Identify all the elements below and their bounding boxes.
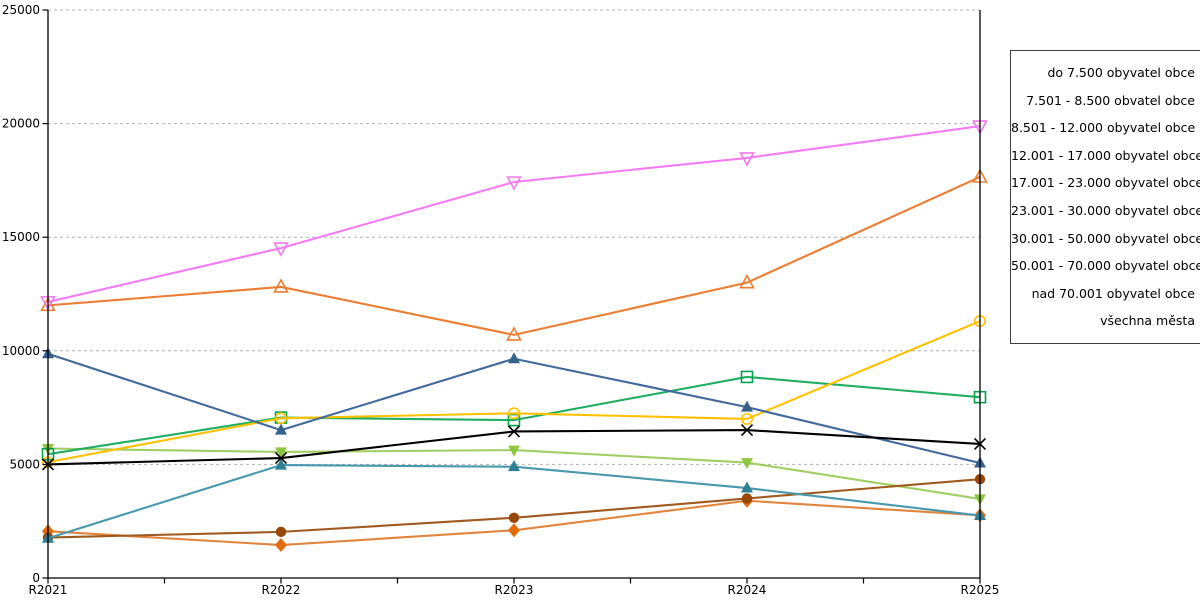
series-marker bbox=[741, 481, 753, 493]
y-tick-label: 5000 bbox=[9, 457, 40, 471]
x-tick-label: R2023 bbox=[495, 583, 534, 597]
series-marker bbox=[273, 278, 289, 293]
series-marker bbox=[275, 458, 287, 470]
legend-item: 50.001 - 70.000 obyvatel obce bbox=[1011, 258, 1200, 274]
series-marker bbox=[741, 458, 753, 470]
legend-item: 7.501 - 8.500 obvatel obce bbox=[1026, 92, 1195, 108]
legend-item: 12.001 - 17.000 obyvatel obce bbox=[1011, 147, 1200, 163]
series-marker bbox=[275, 538, 287, 553]
series-marker bbox=[741, 400, 753, 412]
x-tick-label: R2025 bbox=[961, 583, 1000, 597]
y-tick-label: 10000 bbox=[2, 344, 40, 358]
series-marker bbox=[508, 460, 520, 472]
series-marker bbox=[739, 152, 755, 167]
series-marker bbox=[275, 447, 287, 459]
series-marker bbox=[506, 176, 522, 191]
series-marker bbox=[275, 423, 287, 435]
series-marker bbox=[274, 451, 288, 465]
x-tick-label: R2022 bbox=[262, 583, 301, 597]
series-marker bbox=[740, 424, 754, 437]
series-marker bbox=[741, 493, 753, 504]
legend-item: 8.501 - 12.000 obyvatel obce bbox=[1011, 120, 1196, 136]
series-marker bbox=[508, 523, 520, 538]
series-marker bbox=[508, 512, 520, 523]
series-line bbox=[47, 375, 981, 456]
series-marker bbox=[275, 526, 287, 538]
legend: do 7.500 obyvatel obce 7.501 - 8.500 obva… bbox=[1010, 50, 1200, 344]
legend-item: všechna města bbox=[1100, 313, 1195, 329]
series-marker bbox=[274, 412, 287, 425]
y-tick-label: 15000 bbox=[2, 230, 40, 244]
series-marker bbox=[507, 407, 520, 420]
series-marker bbox=[740, 412, 753, 425]
legend-item: 30.001 - 50.000 obyvatel obce bbox=[1011, 230, 1200, 246]
legend-item: 17.001 - 23.000 obyvatel obce bbox=[1011, 175, 1200, 191]
legend-item: nad 70.001 obyvatel obce bbox=[1031, 285, 1195, 301]
series-marker bbox=[507, 425, 521, 438]
series-line bbox=[47, 320, 981, 464]
series-marker bbox=[508, 445, 520, 457]
series-marker bbox=[273, 242, 289, 257]
y-tick-label: 0 bbox=[32, 571, 40, 585]
series-marker bbox=[506, 326, 522, 341]
series-line bbox=[47, 176, 981, 336]
legend-item: 23.001 - 30.000 obyvatel obce bbox=[1011, 202, 1200, 218]
series-marker bbox=[508, 352, 520, 364]
y-tick-label: 20000 bbox=[2, 117, 40, 131]
x-tick-label: R2024 bbox=[728, 583, 767, 597]
series-marker bbox=[739, 273, 755, 289]
y-tick-label: 25000 bbox=[2, 3, 40, 17]
series-marker bbox=[740, 370, 754, 384]
series-line bbox=[47, 125, 981, 303]
series-marker bbox=[507, 413, 521, 427]
x-tick-label: R2021 bbox=[29, 583, 68, 597]
legend-item: do 7.500 obyvatel obce bbox=[1047, 65, 1195, 80]
